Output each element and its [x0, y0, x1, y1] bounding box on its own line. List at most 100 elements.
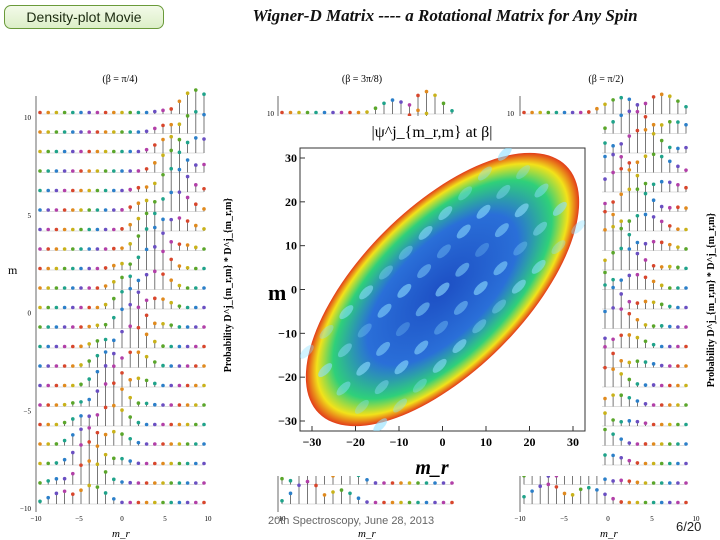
left-stem-point: [71, 364, 75, 368]
mid-stem-point: [382, 500, 386, 505]
heatmap-fringe: [552, 201, 567, 216]
left-stem-point: [136, 325, 141, 330]
left-stem-point: [128, 222, 132, 227]
left-stem-point: [46, 364, 50, 368]
left-stem-point: [62, 364, 67, 368]
left-stem-point: [177, 150, 182, 155]
right-stem-point: [643, 115, 648, 119]
right-stem-point: [619, 166, 623, 171]
right-stem-point: [676, 227, 680, 231]
right-stem-point: [627, 377, 632, 382]
left-stem-point: [185, 442, 190, 446]
left-stem-point: [62, 266, 67, 271]
left-stem-point: [120, 208, 124, 212]
right-stem-point: [643, 154, 648, 159]
left-stem-point: [79, 427, 83, 432]
heatmap-fringe: [514, 203, 529, 218]
mid-stem-point: [433, 500, 437, 505]
right-stem-point: [603, 258, 607, 263]
left-stem-point: [38, 169, 42, 173]
right-stem-point: [611, 250, 615, 255]
heatmap-fringe: [434, 320, 449, 335]
left-stem-point: [79, 463, 83, 467]
right-stem-point: [611, 453, 615, 458]
right-stem-point: [659, 442, 664, 446]
right-stem-point: [635, 187, 640, 192]
right-stem-point: [619, 226, 623, 231]
heatmap-fringe: [337, 343, 352, 358]
left-stem-point: [120, 169, 124, 173]
right-stem-point: [676, 422, 680, 427]
left-stem-point: [177, 325, 182, 329]
right-stem-point: [651, 342, 656, 347]
right-stem-point: [619, 393, 623, 398]
right-stem-point: [603, 177, 607, 181]
right-stem-point: [668, 119, 672, 124]
mid-stem-point: [331, 490, 335, 494]
left-stem-point: [112, 296, 116, 301]
left-stem-point: [194, 266, 198, 271]
left-stem-point: [103, 130, 108, 134]
right-stem-point: [578, 110, 583, 115]
left-stem-point: [87, 483, 91, 488]
right-stem-point: [635, 240, 640, 245]
left-stem-point: [112, 246, 116, 251]
left-stem-point: [62, 227, 67, 232]
right-stem-point: [603, 309, 607, 314]
heatmap-fringe: [456, 224, 471, 239]
left-stem-point: [46, 286, 50, 290]
left-stem-point: [103, 188, 108, 193]
heatmap-fringe: [393, 398, 408, 413]
left-stem-point: [79, 266, 83, 271]
left-stem-point: [128, 500, 132, 505]
mid-stem-point: [356, 496, 361, 501]
left-stem-point: [185, 266, 190, 270]
right-stem-point: [603, 283, 607, 287]
left-stem-point: [38, 149, 42, 154]
left-stem-point: [136, 255, 141, 260]
left-stem-point: [202, 305, 206, 310]
left-stem-point: [169, 383, 173, 388]
right-stem-point: [668, 324, 672, 329]
left-stem-point: [185, 243, 190, 247]
left-stem-point: [71, 433, 75, 437]
right-stem-point: [538, 110, 542, 115]
left-stem-point: [112, 477, 116, 482]
left-stem-point: [95, 389, 100, 393]
left-stem-point: [153, 143, 157, 147]
left-stem-point: [120, 110, 124, 115]
left-stem-point: [87, 266, 91, 271]
left-stem-point: [185, 500, 190, 505]
left-stem-point: [177, 264, 182, 268]
left-stem-point: [62, 305, 67, 310]
mid-stem-point: [450, 500, 454, 505]
right-stem-point: [643, 258, 648, 262]
left-stem-point: [144, 332, 149, 337]
left-stem-point: [71, 383, 75, 388]
heatmap-fringe: [373, 418, 388, 431]
right-stem-point: [603, 365, 607, 370]
heatmap-fringe: [354, 399, 369, 414]
right-stem-point: [643, 323, 648, 327]
left-stem-point: [54, 227, 59, 232]
left-stem-point: [161, 123, 165, 128]
right-stem-point: [619, 219, 623, 224]
right-stem-point: [611, 224, 615, 229]
left-stem-point: [46, 208, 50, 212]
left-stem-point: [136, 401, 141, 405]
left-stem-point: [62, 489, 67, 494]
left-stem-point: [202, 92, 206, 97]
panel-left-title: (β = π/4): [102, 74, 137, 85]
right-stem-point: [684, 227, 688, 232]
left-stem-point: [103, 302, 108, 307]
left-stem-point: [71, 169, 75, 173]
left-stem-point: [169, 364, 173, 368]
left-stem-point: [112, 227, 116, 232]
heatmap-fringe: [394, 360, 409, 375]
right-stem-point: [643, 481, 648, 485]
left-xtick-label: 5: [163, 515, 167, 523]
left-stem-point: [194, 403, 198, 407]
right-stem-point: [643, 275, 648, 280]
left-stem-point: [112, 351, 116, 356]
left-stem-point: [177, 122, 182, 127]
